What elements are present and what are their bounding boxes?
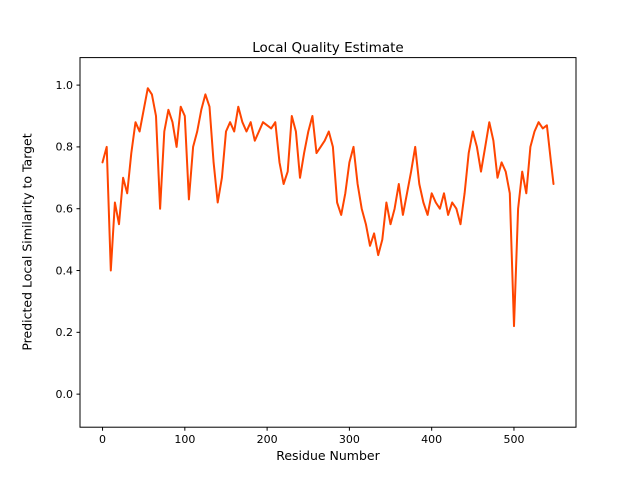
- x-axis-label: Residue Number: [276, 448, 380, 463]
- y-tick-label: 0.8: [56, 141, 74, 154]
- chart-title: Local Quality Estimate: [252, 40, 404, 56]
- y-tick-label: 0.2: [56, 326, 74, 339]
- y-tick-label: 0.0: [56, 388, 74, 401]
- y-axis-label: Predicted Local Similarity to Target: [19, 133, 35, 351]
- y-tick-label: 0.6: [56, 203, 74, 216]
- x-tick-label: 400: [421, 433, 442, 446]
- quality-line: [101, 87, 555, 328]
- x-tick-label: 100: [174, 433, 195, 446]
- x-tick-label: 200: [257, 433, 278, 446]
- x-tick-label: 500: [503, 433, 524, 446]
- x-tick-label: 0: [99, 433, 106, 446]
- y-tick-label: 1.0: [56, 79, 74, 92]
- x-tick-label: 300: [339, 433, 360, 446]
- axes-spines: [79, 57, 577, 428]
- y-tick-label: 0.4: [56, 264, 74, 277]
